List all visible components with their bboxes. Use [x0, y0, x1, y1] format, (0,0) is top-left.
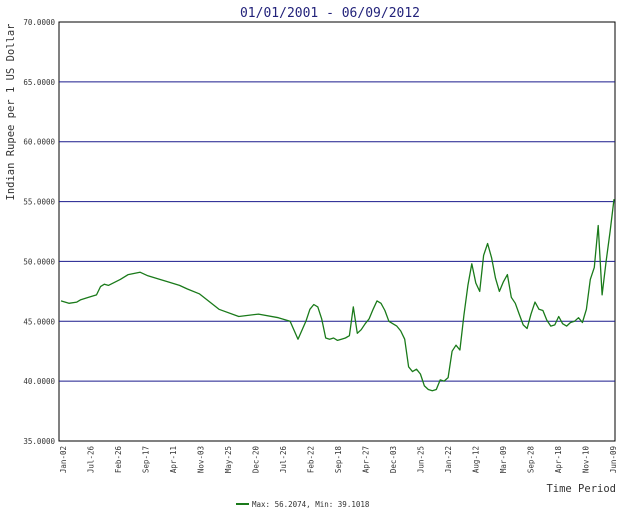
series-group — [60, 199, 615, 392]
x-tick-label: Apr-18 — [554, 446, 563, 474]
y-tick-labels: 35.0000 40.0000 45.0000 50.0000 55.0000 60.00… — [23, 18, 55, 446]
x-tick-label: Apr-11 — [169, 446, 178, 473]
x-tick-label: Dec-20 — [252, 446, 261, 474]
x-tick-label: Jul-26 — [279, 446, 288, 474]
plot-area — [58, 21, 616, 442]
legend-label: Max: 56.2074, Min: 39.1018 — [252, 500, 370, 509]
y-tick-label: 50.0000 — [23, 257, 55, 266]
x-tick-label: Aug-12 — [472, 446, 481, 473]
x-tick-label: Sep-28 — [527, 446, 536, 474]
x-tick-label: Apr-27 — [362, 446, 371, 473]
x-tick-label: Jun-25 — [417, 446, 426, 473]
y-tick-label: 40.0000 — [23, 377, 55, 386]
gridlines — [59, 81, 615, 382]
x-tick-label: May-25 — [224, 446, 233, 473]
x-tick-label: Jan-22 — [444, 446, 453, 473]
legend: Max: 56.2074, Min: 39.1018 — [236, 500, 370, 509]
x-tick-label: Jun-09 — [609, 446, 618, 473]
x-tick-label: Dec-03 — [389, 446, 398, 473]
x-tick-label: Nov-03 — [197, 446, 206, 473]
x-tick-label: Sep-18 — [334, 446, 343, 474]
y-tick-label: 65.0000 — [23, 78, 55, 87]
y-axis-label: Indian Rupee per 1 US Dollar — [5, 23, 17, 200]
x-tick-labels: Jan-02 Jul-26 Feb-26 Sep-17 Apr-11 Nov-03 May-… — [59, 446, 618, 474]
x-tick-label: Mar-09 — [499, 446, 508, 473]
x-tick-label: Jan-02 — [59, 446, 68, 473]
y-tick-label: 55.0000 — [23, 198, 55, 207]
chart-title: 01/01/2001 - 06/09/2012 — [240, 6, 420, 21]
x-tick-label: Nov-10 — [582, 446, 591, 474]
x-tick-label: Jul-26 — [87, 446, 96, 474]
y-tick-label: 70.0000 — [23, 18, 55, 27]
x-tick-label: Feb-22 — [307, 446, 316, 473]
x-tick-label: Feb-26 — [114, 446, 123, 474]
y-tick-label: 45.0000 — [23, 317, 55, 326]
series-line — [60, 199, 615, 392]
x-axis-label: Time Period — [546, 483, 616, 495]
y-tick-label: 60.0000 — [23, 138, 55, 147]
x-tick-label: Sep-17 — [142, 446, 151, 473]
y-tick-label: 35.0000 — [23, 437, 55, 446]
